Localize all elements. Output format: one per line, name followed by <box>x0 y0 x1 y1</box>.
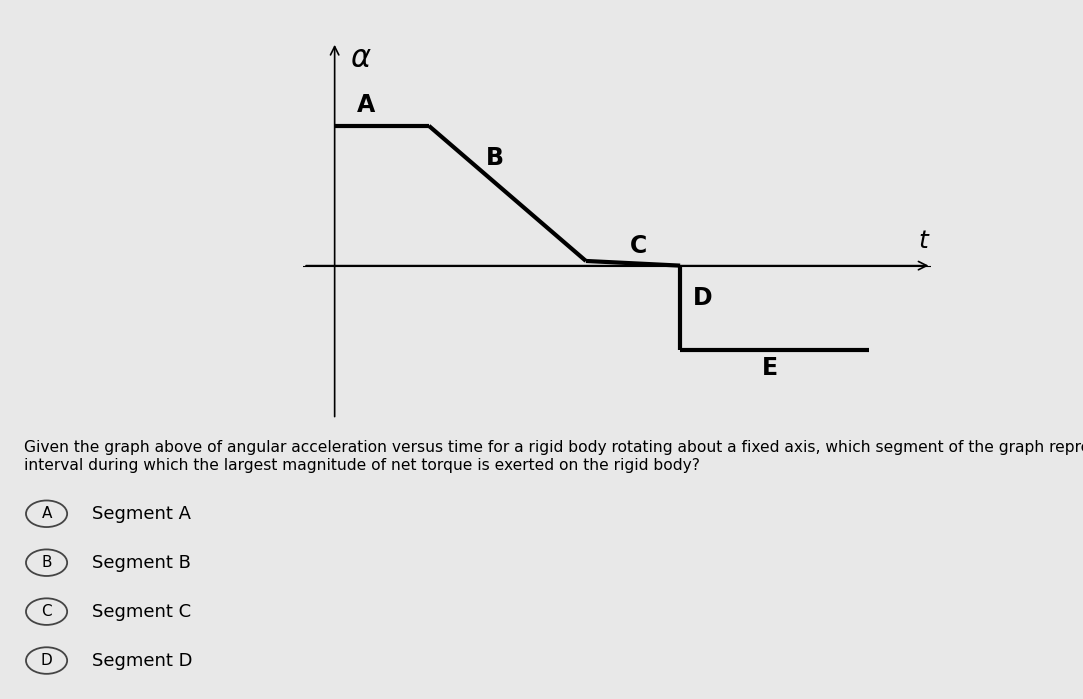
Text: t: t <box>918 229 928 252</box>
Text: E: E <box>761 356 778 380</box>
Text: Segment A: Segment A <box>92 505 191 523</box>
Text: Given the graph above of angular acceleration versus time for a rigid body rotat: Given the graph above of angular acceler… <box>24 440 1083 473</box>
Text: D: D <box>41 653 52 668</box>
Text: C: C <box>630 234 648 258</box>
Text: Segment C: Segment C <box>92 603 192 621</box>
Text: Segment D: Segment D <box>92 651 193 670</box>
Text: B: B <box>41 555 52 570</box>
Text: α: α <box>351 44 370 73</box>
Text: A: A <box>41 506 52 521</box>
Text: D: D <box>693 286 713 310</box>
Text: Segment B: Segment B <box>92 554 191 572</box>
Text: B: B <box>485 146 504 171</box>
Text: C: C <box>41 604 52 619</box>
Text: A: A <box>356 93 375 117</box>
